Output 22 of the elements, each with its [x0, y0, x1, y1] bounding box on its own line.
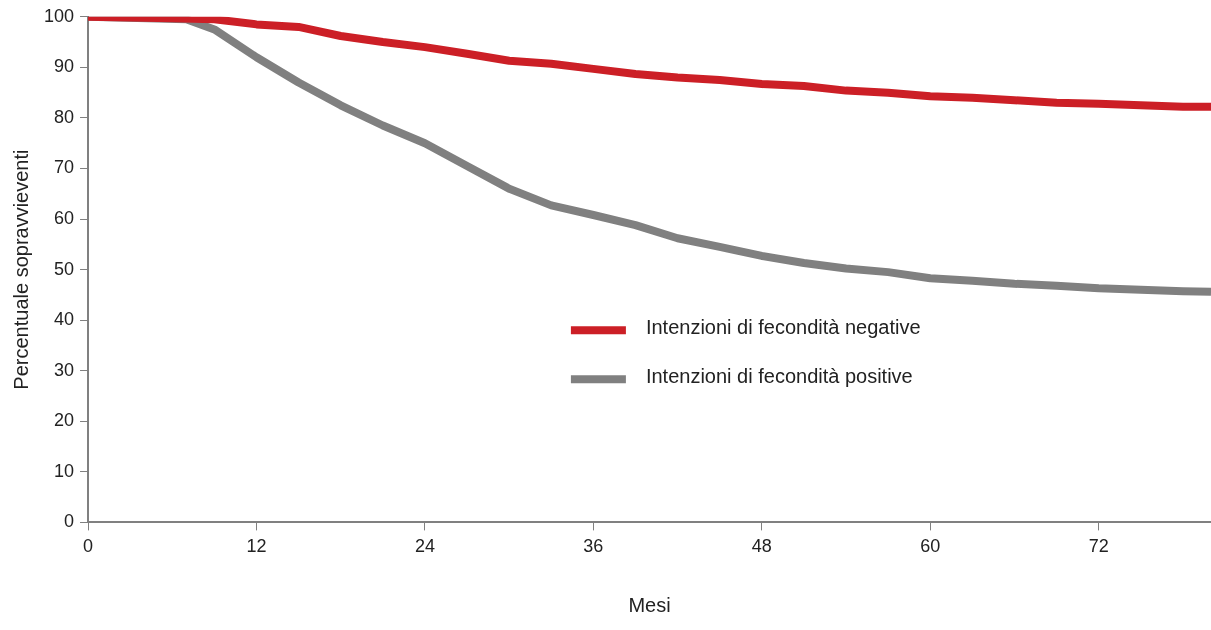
- y-tick-label: 100: [43, 5, 75, 26]
- legend-label: Intenzioni di fecondità negative: [645, 315, 921, 338]
- x-axis-title: Mesi: [628, 593, 671, 616]
- y-tick-label: 30: [54, 359, 75, 380]
- x-tick-label: 24: [414, 536, 435, 557]
- y-tick-label: 60: [54, 208, 75, 229]
- y-tick-label: 0: [64, 511, 75, 532]
- y-axis-title: Percentuale sopravvieventi: [9, 149, 32, 390]
- x-tick-label: 60: [920, 536, 941, 557]
- x-tick-label: 36: [583, 536, 604, 557]
- y-tick-label: 40: [54, 309, 75, 330]
- y-tick-label: 80: [54, 106, 75, 127]
- x-tick-label: 12: [246, 536, 267, 557]
- y-tick-label: 50: [54, 258, 75, 279]
- y-tick-label: 90: [54, 56, 75, 77]
- x-tick-label: 72: [1088, 536, 1109, 557]
- y-tick-label: 10: [54, 460, 75, 481]
- x-tick-label: 48: [751, 536, 772, 557]
- y-tick-label: 20: [54, 410, 75, 431]
- x-tick-label: 0: [83, 536, 94, 557]
- y-tick-label: 70: [54, 157, 75, 178]
- legend-label: Intenzioni di fecondità positive: [645, 364, 913, 387]
